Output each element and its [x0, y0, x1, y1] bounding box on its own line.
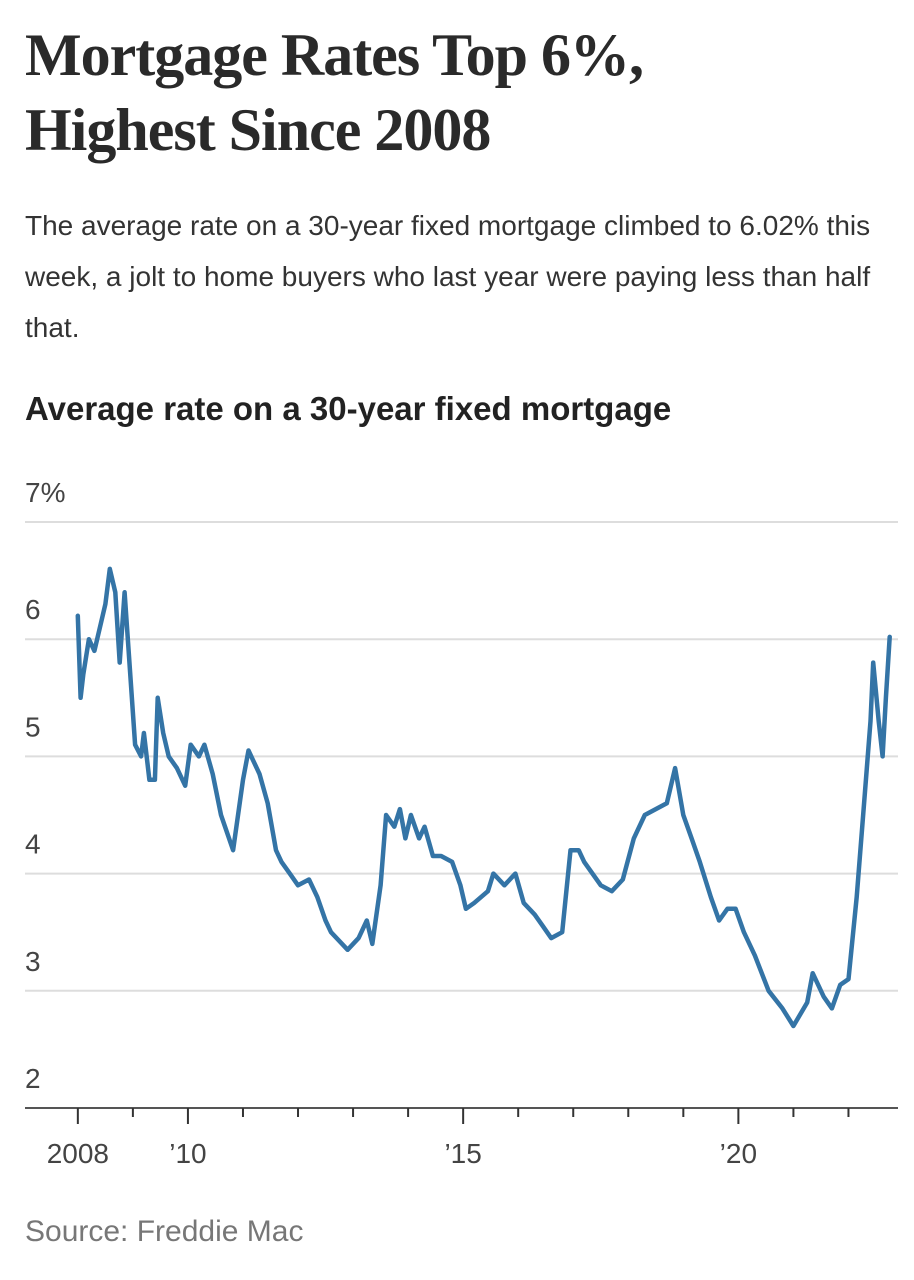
subtitle: The average rate on a 30-year fixed mort…	[25, 210, 871, 343]
y-tick-label: 3	[25, 946, 41, 977]
source: Source: Freddie Mac	[25, 1215, 304, 1248]
x-tick-label: ’10	[169, 1138, 206, 1169]
title: Mortgage Rates Top 6%, Highest Since 200…	[25, 22, 644, 163]
y-tick-label: 5	[25, 711, 41, 742]
y-tick-label: 2	[25, 1063, 41, 1094]
chart-title: Average rate on a 30-year fixed mortgage	[25, 390, 672, 427]
rate-line	[75, 566, 892, 1029]
y-tick-label: 4	[25, 829, 41, 860]
y-tick-label: 6	[25, 594, 41, 625]
x-tick-label: 2008	[47, 1138, 109, 1169]
x-tick-label: ’20	[720, 1138, 757, 1169]
x-tick-label: ’15	[444, 1138, 481, 1169]
y-tick-label: 7%	[25, 477, 65, 508]
